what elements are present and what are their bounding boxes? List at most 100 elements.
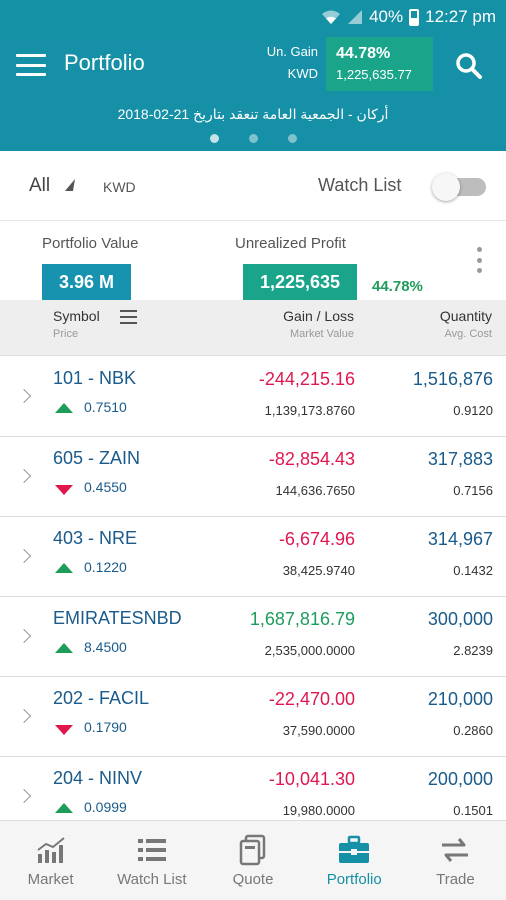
row-symbol: 403 - NRE	[53, 528, 138, 548]
price-direction-icon	[55, 403, 73, 413]
nav-trade[interactable]: Trade	[405, 821, 506, 900]
row-gain-loss: -10,041.30	[268, 769, 355, 789]
table-row[interactable]: EMIRATESNBD 8.4500 1,687,816.79 2,535,00…	[0, 597, 506, 677]
quantity-header: Quantity	[439, 308, 492, 324]
market-value-header: Market Value	[290, 328, 354, 340]
table-row[interactable]: 101 - NBK 0.7510 -244,215.16 1,139,173.8…	[0, 357, 506, 437]
row-market-value: 144,636.7650	[275, 483, 355, 498]
unrealized-percent: 44.78%	[372, 278, 423, 295]
unrealized-profit: 1,225,635	[243, 264, 357, 300]
row-avg-cost: 0.9120	[453, 403, 493, 418]
gain-amount: 1,225,635.77	[336, 67, 412, 82]
row-quantity: 314,967	[427, 529, 493, 549]
row-symbol: 101 - NBK	[53, 368, 137, 388]
column-symbol[interactable]: Symbol Price	[53, 308, 100, 340]
currency-selector[interactable]: KWD	[103, 179, 136, 195]
row-price: 0.1220	[84, 559, 127, 575]
row-price: 0.4550	[84, 479, 127, 495]
chevron-right-icon	[16, 628, 32, 644]
battery-percent: 40%	[369, 7, 404, 26]
gain-percent: 44.78%	[336, 45, 391, 62]
quote-icon	[236, 834, 270, 866]
news-ticker[interactable]: أركان - الجمعية العامة تنعقد بتاريخ 21-0…	[0, 96, 506, 151]
row-gain-loss: -22,470.00	[268, 689, 355, 709]
menu-icon[interactable]	[16, 54, 46, 76]
row-quantity: 200,000	[427, 769, 493, 789]
watch-list-label: Watch List	[318, 175, 402, 195]
dropdown-arrow-icon[interactable]	[64, 179, 76, 191]
chevron-right-icon	[16, 468, 32, 484]
table-row[interactable]: 202 - FACIL 0.1790 -22,470.00 37,590.000…	[0, 677, 506, 757]
row-symbol: 605 - ZAIN	[53, 448, 141, 468]
row-symbol: 202 - FACIL	[53, 688, 150, 708]
row-quantity: 317,883	[427, 449, 493, 469]
wifi-icon	[321, 9, 341, 25]
row-avg-cost: 0.1501	[453, 803, 493, 818]
avg-cost-header: Avg. Cost	[444, 328, 493, 340]
row-gain-loss: -82,854.43	[268, 449, 355, 469]
price-direction-icon	[55, 485, 73, 495]
price-header: Price	[53, 328, 79, 340]
column-gain-loss[interactable]: Gain / Loss Market Value	[283, 308, 354, 340]
bottom-navigation: Market Watch List Quote Portfolio Trade	[0, 820, 506, 900]
page-dot	[287, 134, 297, 143]
row-price: 8.4500	[84, 639, 127, 655]
gain-loss-header: Gain / Loss	[283, 308, 354, 324]
row-avg-cost: 0.2860	[453, 723, 493, 738]
row-gain-loss: 1,687,816.79	[249, 609, 355, 629]
filter-row: All KWD Watch List	[0, 151, 506, 221]
nav-market[interactable]: Market	[0, 821, 101, 900]
row-market-value: 38,425.9740	[282, 563, 355, 578]
briefcase-icon	[337, 834, 371, 866]
unrealized-gain-box: 44.78% 1,225,635.77	[326, 37, 433, 91]
portfolio-value-label: Portfolio Value	[42, 235, 139, 252]
table-header: Symbol Price Gain / Loss Market Value Qu…	[0, 300, 506, 356]
row-avg-cost: 2.8239	[453, 643, 493, 658]
more-options-icon[interactable]	[475, 247, 483, 273]
page-indicator	[0, 134, 506, 143]
chevron-right-icon	[16, 548, 32, 564]
scope-dropdown[interactable]: All	[29, 175, 51, 196]
row-avg-cost: 0.1432	[453, 563, 493, 578]
nav-label: Watch List	[117, 871, 187, 888]
row-price: 0.7510	[84, 399, 127, 415]
table-row[interactable]: 403 - NRE 0.1220 -6,674.96 38,425.9740 3…	[0, 517, 506, 597]
watch-list-toggle[interactable]	[432, 173, 486, 201]
row-gain-loss: -6,674.96	[278, 529, 355, 549]
column-quantity[interactable]: Quantity Avg. Cost	[440, 308, 492, 340]
row-symbol: 204 - NINV	[53, 768, 143, 788]
nav-watch-list[interactable]: Watch List	[101, 821, 202, 900]
unrealized-profit-label: Unrealized Profit	[235, 235, 346, 252]
search-icon[interactable]	[454, 51, 484, 81]
market-chart-icon	[34, 834, 68, 866]
toggle-knob	[432, 173, 460, 201]
gain-labels: Un. Gain KWD	[258, 41, 318, 85]
sort-icon[interactable]	[120, 310, 137, 324]
battery-icon	[409, 8, 420, 26]
table-row[interactable]: 204 - NINV 0.0999 -10,041.30 19,980.0000…	[0, 757, 506, 820]
nav-label: Portfolio	[326, 871, 382, 888]
row-market-value: 37,590.0000	[282, 723, 355, 738]
price-direction-icon	[55, 725, 73, 735]
nav-quote[interactable]: Quote	[202, 821, 303, 900]
nav-portfolio[interactable]: Portfolio	[304, 821, 405, 900]
row-gain-loss: -244,215.16	[258, 369, 355, 389]
row-price: 0.0999	[84, 799, 127, 815]
holdings-list: 101 - NBK 0.7510 -244,215.16 1,139,173.8…	[0, 357, 506, 820]
symbol-header: Symbol	[53, 308, 100, 324]
row-quantity: 210,000	[427, 689, 493, 709]
gain-label: Un. Gain	[266, 44, 318, 59]
row-price: 0.1790	[84, 719, 127, 735]
row-market-value: 19,980.0000	[282, 803, 355, 818]
page-dot	[248, 134, 258, 143]
row-symbol: EMIRATESNBD	[53, 608, 182, 628]
status-bar: 40% 12:27 pm	[0, 0, 506, 34]
app-bar: Portfolio Un. Gain KWD 44.78% 1,225,635.…	[0, 34, 506, 96]
clock: 12:27 pm	[425, 7, 496, 26]
price-direction-icon	[55, 643, 73, 653]
chevron-right-icon	[16, 388, 32, 404]
nav-label: Quote	[232, 871, 274, 888]
list-icon	[135, 834, 169, 866]
portfolio-summary: Portfolio Value 3.96 M Unrealized Profit…	[0, 222, 506, 300]
table-row[interactable]: 605 - ZAIN 0.4550 -82,854.43 144,636.765…	[0, 437, 506, 517]
